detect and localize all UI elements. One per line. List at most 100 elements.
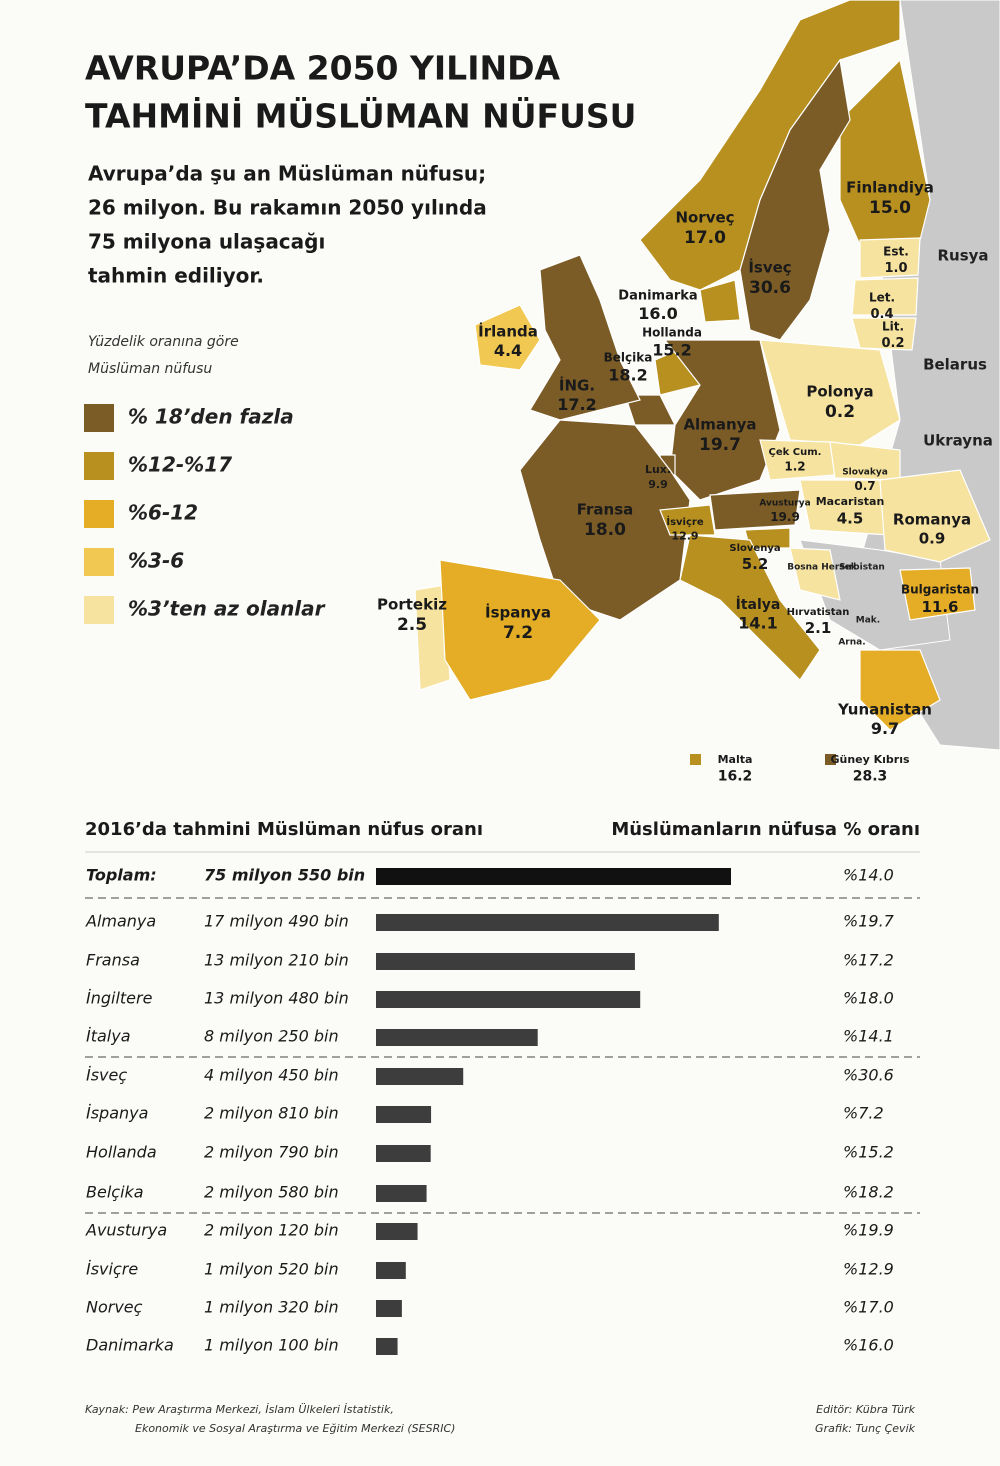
row-name: Avusturya xyxy=(85,1221,167,1240)
row-name: İsveç xyxy=(86,1066,127,1085)
country-value: 0.7 xyxy=(854,479,875,493)
country-value: 0.9 xyxy=(919,530,946,548)
legend-label: % 18’den fazla xyxy=(128,405,294,429)
country-value: 5.2 xyxy=(742,555,769,573)
country-shape xyxy=(899,567,976,621)
map-label: Rusya xyxy=(937,247,988,265)
country-value: 19.7 xyxy=(699,435,741,455)
country-name: Çek Cum. xyxy=(769,447,822,458)
country-value: 2.1 xyxy=(805,619,832,637)
country-value: 1.2 xyxy=(784,460,805,474)
country-shape xyxy=(859,649,941,731)
row-name: Toplam: xyxy=(86,866,157,885)
country-shape xyxy=(851,277,919,316)
country-name: İspanya xyxy=(485,603,551,622)
row-population: 13 milyon 480 bin xyxy=(204,989,349,1008)
country-name: Yunanistan xyxy=(837,701,932,719)
country-name: İNG. xyxy=(559,376,595,395)
country-name: Let. xyxy=(869,291,895,305)
table-heading: 2016’da tahmini Müslüman nüfus oranı xyxy=(85,819,483,840)
country-value: 4.5 xyxy=(837,510,864,528)
row-population: 13 milyon 210 bin xyxy=(204,951,349,970)
country-name: Avusturya xyxy=(759,499,810,509)
table-heading: Müslümanların nüfusa % oranı xyxy=(611,819,920,840)
credit: Editör: Kübra Türk xyxy=(816,1403,915,1416)
row-percent: %19.9 xyxy=(843,1221,894,1240)
row-percent: %7.2 xyxy=(843,1104,884,1123)
row-percent: %12.9 xyxy=(843,1260,894,1279)
bar xyxy=(376,1223,418,1240)
row-population: 2 milyon 790 bin xyxy=(204,1143,339,1162)
country-shape xyxy=(879,469,991,563)
bar xyxy=(376,953,635,970)
legend-swatch xyxy=(84,500,114,528)
row-percent: %17.2 xyxy=(843,951,894,970)
legend-label: %12-%17 xyxy=(128,453,232,477)
row-population: 17 milyon 490 bin xyxy=(204,912,349,931)
country-name: İsviçre xyxy=(666,514,703,528)
country-shape xyxy=(699,279,741,323)
row-population: 1 milyon 320 bin xyxy=(204,1298,339,1317)
row-name: Belçika xyxy=(86,1183,144,1202)
row-population: 2 milyon 120 bin xyxy=(204,1221,339,1240)
bar xyxy=(376,1185,427,1202)
country-name: Lit. xyxy=(882,320,904,334)
map-label: Bosna Hersek xyxy=(787,563,858,573)
country-name: İtalya xyxy=(736,596,781,613)
country-value: 17.0 xyxy=(684,228,726,248)
map-label: Belarus xyxy=(923,356,987,374)
country-name: Slovakya xyxy=(842,468,888,478)
country-value: 15.2 xyxy=(652,341,691,360)
row-population: 4 milyon 450 bin xyxy=(204,1066,339,1085)
country-value: 0.4 xyxy=(870,307,893,322)
country-name: Polonya xyxy=(806,383,873,401)
legend-title: Müslüman nüfusu xyxy=(88,361,212,377)
source: Ekonomik ve Sosyal Araştırma ve Eğitim M… xyxy=(135,1422,455,1435)
country-value: 11.6 xyxy=(921,598,958,616)
country-value: 0.2 xyxy=(825,402,855,422)
legend-label: %6-12 xyxy=(128,501,198,525)
country-value: 30.6 xyxy=(749,278,791,298)
map-label: Arna. xyxy=(838,638,865,648)
legend-swatch xyxy=(825,754,836,765)
country-name: Norveç xyxy=(675,209,734,227)
country-value: 16.0 xyxy=(638,304,677,323)
row-name: Danimarka xyxy=(86,1336,174,1355)
row-name: Hollanda xyxy=(86,1143,157,1162)
legend-label: %3’ten az olanlar xyxy=(128,597,326,621)
bar xyxy=(376,1300,402,1317)
country-value: 16.2 xyxy=(718,769,753,785)
country-value: 14.1 xyxy=(738,614,777,633)
country-name: Est. xyxy=(883,245,909,259)
map xyxy=(414,0,1000,751)
intro: 26 milyon. Bu rakamın 2050 yılında xyxy=(88,196,487,220)
country-value: 15.0 xyxy=(869,198,911,218)
country-value: 7.2 xyxy=(503,623,533,643)
row-percent: %14.1 xyxy=(843,1027,894,1046)
country-value: 4.4 xyxy=(494,341,522,360)
country-shape xyxy=(639,0,901,291)
bar xyxy=(376,1338,398,1355)
country-shape xyxy=(529,254,641,421)
row-name: İsviçre xyxy=(86,1260,138,1279)
bar xyxy=(376,1262,406,1279)
country-shape xyxy=(439,559,601,701)
country-shape xyxy=(759,339,901,446)
country-value: 1.0 xyxy=(884,261,907,276)
country-shape xyxy=(789,547,841,601)
bar xyxy=(376,1029,538,1046)
bar xyxy=(376,1145,431,1162)
country-name: Bulgaristan xyxy=(901,583,979,597)
bar xyxy=(376,1068,464,1085)
intro: tahmin ediliyor. xyxy=(88,264,264,288)
source: Kaynak: Pew Araştırma Merkezi, İslam Ülk… xyxy=(85,1403,394,1416)
bar xyxy=(376,991,641,1008)
country-name: Lux. xyxy=(645,463,671,476)
row-name: İspanya xyxy=(86,1104,148,1123)
legend-swatch xyxy=(84,452,114,480)
legend-swatch xyxy=(690,754,701,765)
country-name: Macaristan xyxy=(816,495,885,508)
legend-title: Yüzdelik oranına göre xyxy=(88,334,239,350)
country-name: Fransa xyxy=(577,501,634,519)
